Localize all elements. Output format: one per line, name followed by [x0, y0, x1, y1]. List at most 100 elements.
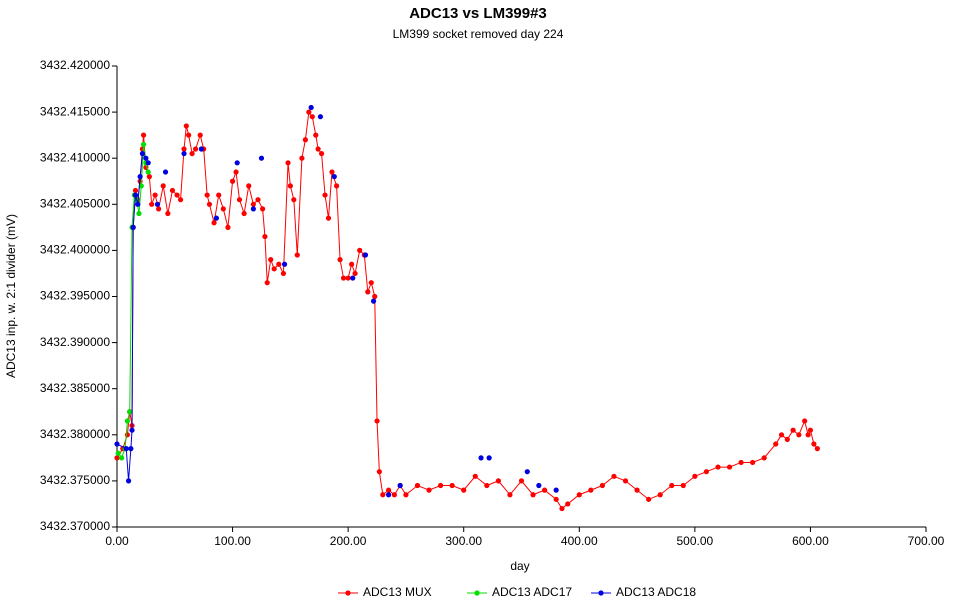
data-point — [385, 487, 392, 493]
x-tick-label: 400.00 — [561, 534, 598, 548]
data-point — [657, 492, 663, 498]
data-point — [313, 132, 319, 138]
data-point — [805, 432, 811, 438]
data-point — [165, 210, 171, 217]
data-point — [129, 427, 135, 433]
y-tick-label: 3432.385000 — [40, 381, 110, 395]
data-point — [114, 455, 120, 461]
data-point — [149, 201, 155, 207]
data-point — [331, 174, 337, 180]
data-point — [426, 487, 432, 493]
data-point — [337, 257, 343, 263]
data-point — [143, 155, 149, 161]
data-point — [391, 492, 397, 498]
data-point — [140, 141, 147, 147]
data-point — [507, 492, 513, 498]
data-point — [368, 280, 374, 286]
data-point — [325, 215, 332, 221]
data-point — [461, 487, 467, 493]
y-tick-label: 3432.405000 — [40, 196, 110, 210]
data-point — [186, 132, 192, 138]
y-axis-title: ADC13 inp. w. 2:1 divider (mV) — [4, 214, 18, 378]
series-line — [117, 154, 556, 491]
data-point — [189, 150, 195, 157]
data-point — [135, 201, 141, 207]
data-point — [449, 482, 455, 489]
data-point — [132, 192, 139, 198]
data-point — [306, 109, 312, 115]
data-point — [530, 492, 536, 498]
data-point — [646, 496, 652, 502]
chart-subtitle: LM399 socket removed day 224 — [393, 27, 564, 41]
data-point — [138, 183, 144, 189]
data-point — [216, 192, 222, 198]
data-point — [139, 150, 146, 157]
data-point — [281, 261, 288, 267]
data-point — [738, 459, 744, 466]
data-point — [276, 261, 282, 267]
data-point — [264, 280, 270, 286]
data-point — [345, 275, 351, 281]
data-point — [370, 298, 377, 304]
data-point — [125, 478, 132, 484]
data-point — [322, 192, 328, 198]
x-tick-label: 0.00 — [105, 534, 129, 548]
legend-label: ADC13 MUX — [363, 585, 432, 599]
data-point — [154, 201, 161, 207]
data-point — [130, 224, 136, 230]
data-point — [796, 432, 802, 438]
data-point — [198, 146, 204, 152]
data-point — [352, 270, 358, 277]
y-tick-label: 3432.410000 — [40, 150, 110, 164]
data-point — [524, 469, 530, 475]
data-point — [784, 436, 790, 443]
data-point — [309, 114, 315, 120]
data-point — [811, 441, 817, 447]
data-point — [127, 409, 133, 415]
data-point — [291, 197, 297, 203]
data-point — [372, 293, 378, 300]
data-point — [472, 473, 478, 479]
y-tick-label: 3432.415000 — [40, 104, 110, 118]
data-point — [669, 482, 675, 489]
data-point — [211, 220, 217, 226]
data-point — [484, 482, 490, 489]
legend-label: ADC13 ADC18 — [616, 585, 696, 599]
data-point — [438, 482, 444, 489]
data-point — [518, 478, 525, 484]
data-point — [204, 192, 210, 198]
data-point — [790, 427, 796, 433]
data-point — [576, 492, 582, 498]
y-tick-label: 3432.395000 — [40, 289, 110, 303]
data-point — [192, 146, 199, 152]
data-point — [374, 418, 380, 424]
data-point — [308, 104, 314, 111]
data-point — [234, 160, 240, 166]
data-point — [350, 275, 356, 281]
data-point — [703, 469, 710, 475]
data-point — [258, 155, 265, 161]
y-tick-label: 3432.375000 — [40, 473, 110, 487]
data-point — [333, 183, 340, 189]
data-point — [114, 441, 120, 447]
data-point — [317, 114, 324, 120]
data-point — [246, 183, 252, 189]
data-point — [197, 132, 203, 138]
data-point — [136, 210, 142, 217]
data-point — [495, 478, 501, 484]
data-point — [160, 183, 166, 189]
x-tick-label: 600.00 — [792, 534, 829, 548]
data-point — [553, 496, 559, 502]
data-point — [146, 174, 152, 180]
data-point — [692, 473, 698, 479]
data-point — [565, 501, 571, 507]
data-point — [611, 473, 617, 479]
data-point — [486, 455, 492, 461]
data-point — [285, 160, 291, 166]
data-point — [365, 289, 371, 295]
y-tick-label: 3432.400000 — [40, 243, 110, 257]
data-point — [599, 482, 606, 489]
data-point — [181, 150, 187, 157]
legend-marker — [598, 590, 604, 596]
data-point — [318, 150, 325, 157]
